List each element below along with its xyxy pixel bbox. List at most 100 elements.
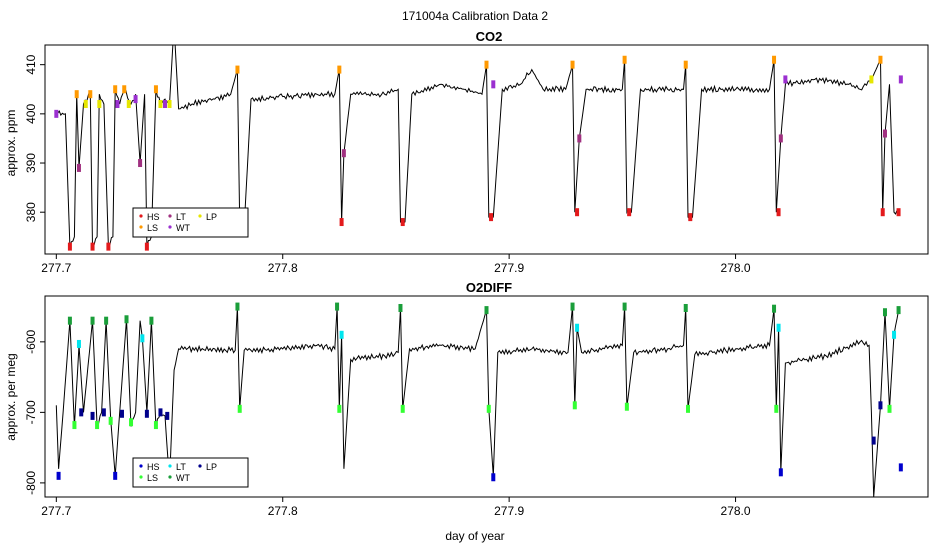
co2-point-ls <box>622 55 627 64</box>
o2diff-point-ls <box>95 421 100 430</box>
co2-point-lt <box>341 149 346 158</box>
o2diff-data-layer <box>55 302 903 497</box>
o2diff-point-ls <box>686 404 691 413</box>
o2diff-point-wt <box>570 302 575 311</box>
co2-point-lt <box>778 134 783 143</box>
o2diff-point-lt <box>776 323 781 332</box>
co2-legend-label: HS <box>147 212 160 222</box>
o2diff-point-wt <box>772 304 777 313</box>
o2diff-point-wt <box>896 306 901 315</box>
co2-point-lp <box>869 75 874 84</box>
co2-legend-marker <box>139 214 143 218</box>
co2-point-ls <box>235 65 240 74</box>
o2diff-point-hs <box>113 471 118 480</box>
o2diff-point-hs <box>898 463 903 472</box>
o2diff-legend-label: LS <box>147 473 158 483</box>
co2-ytick-label: 390 <box>24 153 38 173</box>
co2-xtick-label: 277.9 <box>494 261 524 275</box>
o2diff-point-ls <box>72 421 77 430</box>
o2diff-point-lt <box>140 334 145 343</box>
co2-point-hs <box>90 242 95 251</box>
co2-point-hs <box>106 242 111 251</box>
o2diff-legend-marker <box>168 475 172 479</box>
figure-xlabel: day of year <box>445 529 504 543</box>
o2diff-point-wt <box>124 315 129 324</box>
co2-xtick-label: 278.0 <box>721 261 751 275</box>
o2diff-point-hs <box>491 473 496 482</box>
co2-point-hs <box>400 218 405 227</box>
co2-point-ls <box>683 60 688 69</box>
co2-xtick-label: 277.8 <box>268 261 298 275</box>
co2-legend-label: LT <box>176 212 186 222</box>
co2-ylabel: approx. ppm <box>4 110 18 177</box>
o2diff-point-ls <box>887 404 892 413</box>
o2diff-point-ls <box>774 404 779 413</box>
o2diff-point-ls <box>624 402 629 411</box>
co2-data-layer <box>54 45 903 251</box>
co2-point-wt <box>133 95 138 104</box>
o2diff-point-lp <box>144 409 149 418</box>
co2-legend-marker <box>139 225 143 229</box>
o2diff-legend-marker <box>139 464 143 468</box>
co2-point-hs <box>627 208 632 217</box>
o2diff-point-wt <box>67 316 72 325</box>
co2-plot-area <box>54 45 903 251</box>
co2-point-lt <box>76 163 81 172</box>
co2-point-ls <box>484 60 489 69</box>
o2diff-point-wt <box>622 302 627 311</box>
co2-ytick-label: 410 <box>24 54 38 74</box>
o2diff-legend-marker <box>139 475 143 479</box>
co2-point-lp <box>126 100 131 109</box>
o2diff-axes: 277.7 277.8 277.9 278.0 -800 -700 -600 <box>24 295 929 518</box>
co2-point-wt <box>54 109 59 118</box>
o2diff-ylabel: approx. per meg <box>4 353 18 440</box>
co2-point-lp <box>83 100 88 109</box>
o2diff-legend-label: LP <box>206 462 217 472</box>
o2diff-point-hs <box>778 468 783 477</box>
co2-point-ls <box>113 85 118 94</box>
co2-point-hs <box>489 213 494 222</box>
o2diff-xtick-label: 277.7 <box>41 504 71 518</box>
o2diff-panel: O2DIFF approx. per meg 277.7 277.8 277.9 27… <box>4 280 929 518</box>
co2-point-lt <box>138 159 143 168</box>
o2diff-point-ls <box>108 416 113 425</box>
o2diff-point-lt <box>892 330 897 339</box>
co2-point-hs <box>776 208 781 217</box>
o2diff-xtick-label: 277.9 <box>494 504 524 518</box>
co2-point-hs <box>896 208 901 217</box>
co2-trace-line <box>56 45 899 249</box>
o2diff-title: O2DIFF <box>466 280 512 295</box>
co2-point-ls <box>122 85 127 94</box>
co2-legend-marker <box>168 214 172 218</box>
o2diff-point-wt <box>104 316 109 325</box>
o2diff-point-lp <box>871 436 876 445</box>
co2-point-ls <box>153 85 158 94</box>
co2-axes: 277.7 277.8 277.9 278.0 380 390 400 410 <box>24 44 929 275</box>
co2-point-wt <box>115 100 120 109</box>
o2diff-point-lp <box>90 411 95 420</box>
o2diff-point-lt <box>339 330 344 339</box>
figure-title: 171004a Calibration Data 2 <box>402 9 548 23</box>
co2-legend-marker <box>168 225 172 229</box>
o2diff-point-wt <box>90 316 95 325</box>
co2-ytick-label: 400 <box>24 104 38 124</box>
co2-point-wt <box>162 100 167 109</box>
o2diff-point-wt <box>335 302 340 311</box>
o2diff-point-lp <box>158 408 163 417</box>
o2diff-point-wt <box>149 316 154 325</box>
o2diff-point-ls <box>129 418 134 427</box>
o2diff-xtick-label: 277.8 <box>268 504 298 518</box>
co2-point-wt <box>898 75 903 84</box>
co2-point-wt <box>783 75 788 84</box>
o2diff-point-wt <box>235 302 240 311</box>
co2-panel: CO2 approx. ppm 277.7 277.8 277.9 278.0 380 3… <box>4 29 929 275</box>
o2diff-point-ls <box>400 404 405 413</box>
co2-point-hs <box>339 218 344 227</box>
o2diff-point-lp <box>119 409 124 418</box>
o2diff-ytick-label: -800 <box>24 471 38 495</box>
o2diff-ytick-label: -700 <box>24 400 38 424</box>
o2diff-point-ls <box>486 404 491 413</box>
o2diff-point-wt <box>683 303 688 312</box>
o2diff-point-lt <box>76 339 81 348</box>
co2-point-hs <box>880 208 885 217</box>
